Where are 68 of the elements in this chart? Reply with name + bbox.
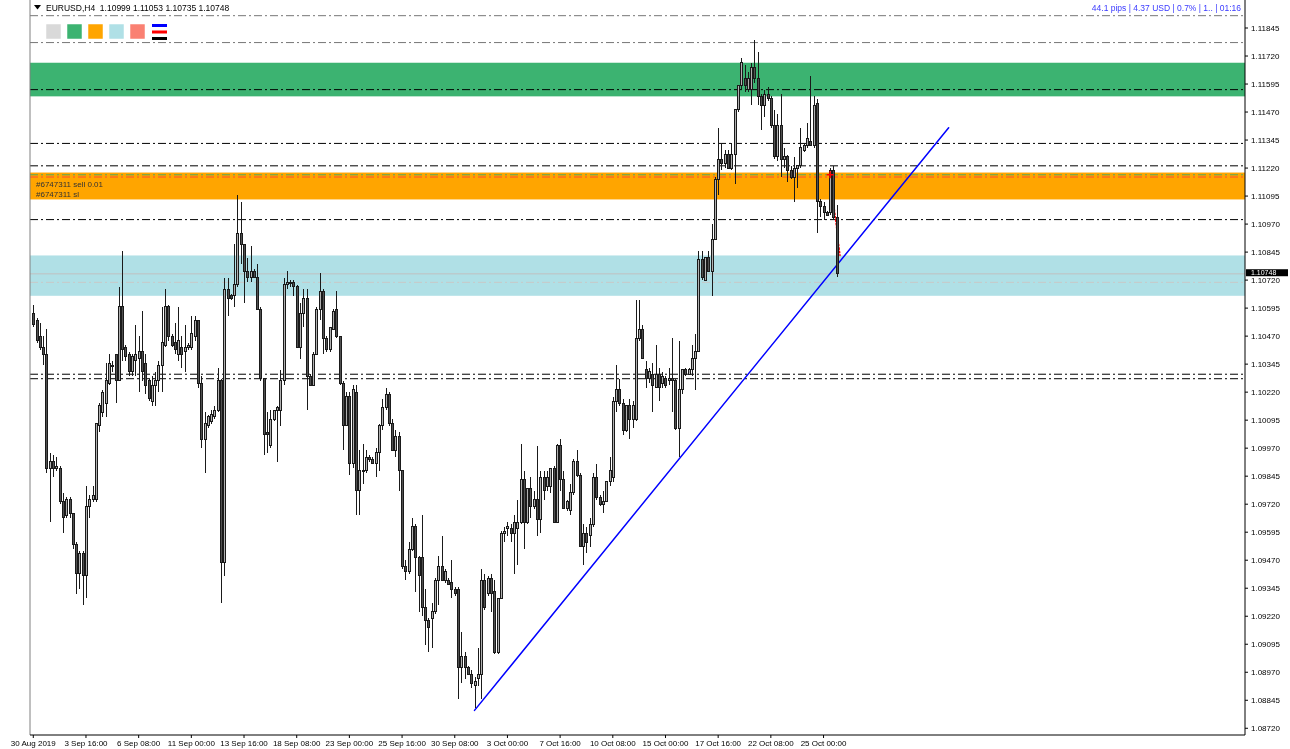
x-tick-label: 30 Aug 2019 [10,739,57,748]
candlestick [355,384,358,516]
x-tick-label: 13 Sep 16:00 [220,739,269,748]
y-tick-label: 1.11720 [1251,51,1280,61]
candlestick [269,409,272,449]
candlestick [678,340,681,458]
chart-title: EURUSD,H4 1.10999 1.11053 1.10735 1.10748 [46,3,230,13]
y-tick-label: 1.11470 [1251,107,1280,117]
x-tick-label: 6 Sep 08:00 [117,739,161,748]
candlestick [780,93,783,178]
candlestick [816,98,819,234]
x-tick-label: 3 Sep 16:00 [64,739,109,748]
y-tick-label: 1.09595 [1251,527,1281,537]
y-tick-label: 1.10595 [1251,303,1281,313]
y-tick-label: 1.11095 [1251,191,1280,201]
y-tick-label: 1.09220 [1251,611,1281,621]
x-tick-label: 30 Sep 08:00 [430,739,480,748]
y-tick-label: 1.10845 [1251,247,1281,257]
x-tick-label: 17 Oct 16:00 [695,739,742,748]
y-tick-label: 1.09345 [1251,583,1281,593]
x-tick-label: 10 Oct 08:00 [589,739,637,748]
y-tick-label: 1.11220 [1251,163,1280,173]
x-tick-label: 18 Sep 08:00 [272,739,322,748]
x-tick-label: 7 Oct 16:00 [539,739,582,748]
candlestick [190,315,193,351]
y-tick-label: 1.08845 [1251,695,1281,705]
x-tick-label: 11 Sep 00:00 [167,739,216,748]
candlestick [306,288,309,411]
y-tick-label: 1.11595 [1251,79,1280,89]
x-tick-label: 22 Oct 08:00 [747,739,795,748]
y-tick-label: 1.08720 [1251,723,1281,733]
ref-line-label: #6747311 sl [36,190,80,200]
candlestick [457,586,460,700]
candlestick [480,568,483,700]
y-tick-label: 1.09470 [1251,555,1281,565]
candlestick [450,559,453,599]
y-tick-label: 1.11345 [1251,135,1280,145]
candlestick [809,75,812,147]
y-tick-label: 1.10345 [1251,359,1281,369]
y-tick-label: 1.10220 [1251,387,1281,397]
candlestick [184,324,187,373]
x-tick-label: 25 Oct 00:00 [800,739,847,748]
annotation: 44.1 pips | 4.37 USD | 0.7% | 1.. | 01:16 [1091,3,1242,13]
candlestick [793,156,796,203]
candlestick [556,443,559,523]
candlestick [628,398,631,440]
x-tick-label: 25 Sep 16:00 [378,739,427,748]
x-tick-label: 3 Oct 00:00 [486,739,529,748]
y-tick-label: 1.11845 [1251,23,1280,33]
candlestick [829,167,832,216]
candlestick [210,409,213,425]
candlestick [645,360,648,389]
y-tick-label: 1.10720 [1251,275,1281,285]
ref-line-label: #6747311 sell 0.01 [36,180,104,190]
y-tick-label: 1.08970 [1251,667,1281,677]
candlestick [823,201,826,221]
candlestick [536,445,539,537]
y-tick-label: 1.09970 [1251,443,1281,453]
y-tick-label: 1.09720 [1251,499,1281,509]
x-tick-label: 15 Oct 00:00 [642,739,689,748]
x-tick-label: 23 Sep 00:00 [325,739,374,748]
y-tick-label: 1.10095 [1251,415,1281,425]
y-tick-label: 1.10970 [1251,219,1281,229]
y-tick-label: 1.09845 [1251,471,1281,481]
y-tick-label: 1.10470 [1251,331,1281,341]
y-tick-label: 1.09095 [1251,639,1281,649]
candlestick [151,375,154,407]
candlestick [250,245,253,283]
